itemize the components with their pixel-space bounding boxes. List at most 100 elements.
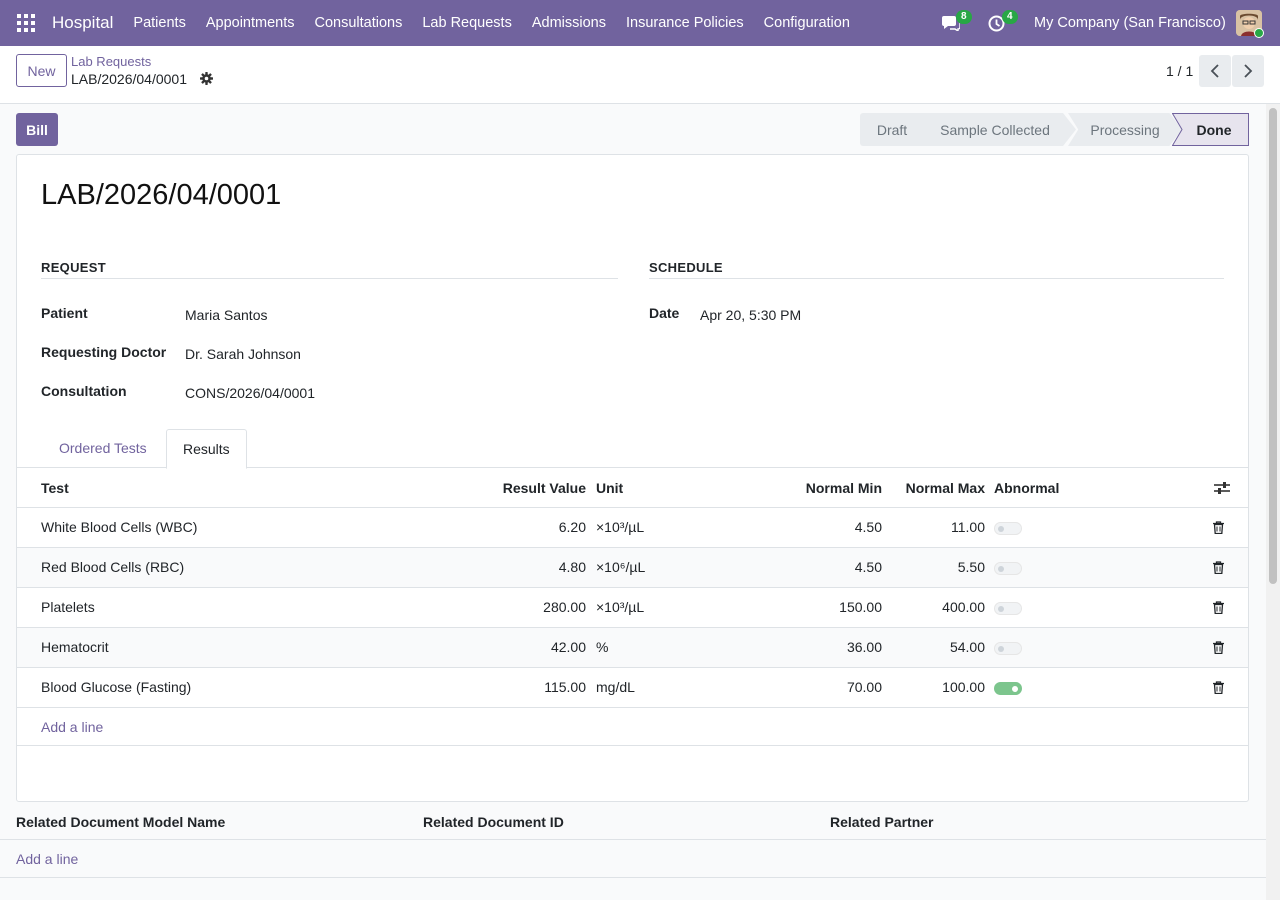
abnormal-toggle[interactable] (994, 522, 1022, 535)
add-result-line-link[interactable]: Add a line (41, 719, 104, 735)
optional-columns-icon[interactable] (1214, 481, 1230, 498)
column-unit[interactable]: Unit (596, 480, 624, 496)
trash-icon[interactable] (1213, 561, 1224, 577)
result-unit: mg/dL (596, 679, 635, 695)
stage-done[interactable]: Done (1196, 121, 1232, 138)
stage-sample-collected[interactable]: Sample Collected (914, 113, 1076, 146)
result-test-name: Red Blood Cells (RBC) (41, 559, 185, 575)
section-schedule-title: SCHEDULE (649, 260, 723, 275)
column-related-partner[interactable]: Related Partner (830, 814, 934, 830)
scrollbar-thumb[interactable] (1269, 108, 1277, 584)
trash-icon[interactable] (1213, 601, 1224, 617)
bill-button[interactable]: Bill (16, 113, 58, 146)
record-title: LAB/2026/04/0001 (41, 179, 282, 211)
breadcrumb-parent[interactable]: Lab Requests (71, 54, 152, 69)
tab-results[interactable]: Results (166, 429, 247, 469)
table-row[interactable]: Red Blood Cells (RBC) 4.80 ×10⁶/µL 4.50 5.50 (17, 547, 1248, 587)
messages-count-badge: 8 (956, 10, 972, 24)
messages-button[interactable]: 8 (942, 0, 972, 46)
clock-icon (988, 15, 1005, 31)
table-row[interactable]: Blood Glucose (Fasting) 115.00 mg/dL 70.00 1… (17, 667, 1248, 707)
result-normal-max: 5.50 (957, 559, 985, 575)
related-bottom-divider (0, 877, 1266, 878)
result-test-name: White Blood Cells (WBC) (41, 519, 198, 535)
add-related-line-link[interactable]: Add a line (16, 851, 79, 867)
new-button[interactable]: New (16, 54, 67, 87)
result-normal-min: 4.50 (854, 519, 882, 535)
menu-item-consultations[interactable]: Consultations (314, 15, 403, 31)
patient-field[interactable]: Maria Santos (185, 307, 268, 323)
pager-previous-button[interactable] (1199, 55, 1231, 87)
column-normal-max[interactable]: Normal Max (905, 480, 985, 496)
pager-next-button[interactable] (1232, 55, 1264, 87)
user-avatar[interactable] (1236, 10, 1262, 36)
doctor-field[interactable]: Dr. Sarah Johnson (185, 346, 301, 362)
menu-item-appointments[interactable]: Appointments (205, 15, 295, 31)
result-normal-max: 100.00 (942, 679, 985, 695)
stage-processing[interactable]: Processing (1068, 113, 1182, 146)
column-abnormal[interactable]: Abnormal (994, 480, 1060, 496)
column-related-model[interactable]: Related Document Model Name (16, 814, 226, 830)
gear-icon[interactable] (200, 72, 213, 88)
result-value: 115.00 (544, 679, 586, 695)
menu-item-insurance-policies[interactable]: Insurance Policies (625, 15, 744, 31)
abnormal-toggle[interactable] (994, 642, 1022, 655)
table-row[interactable]: White Blood Cells (WBC) 6.20 ×10³/µL 4.50 11… (17, 507, 1248, 547)
result-test-name: Hematocrit (41, 639, 109, 655)
section-request-divider (41, 278, 618, 279)
chevron-right-icon (1244, 64, 1253, 78)
result-normal-min: 36.00 (846, 639, 882, 655)
main-menu: Patients Appointments Consultations Lab … (123, 0, 859, 46)
activities-count-badge: 4 (1002, 10, 1018, 24)
menu-item-admissions[interactable]: Admissions (531, 15, 606, 31)
table-row[interactable]: Hematocrit 42.00% 36.00 54.00 (17, 627, 1248, 667)
activities-button[interactable]: 4 (988, 0, 1018, 46)
control-panel: New Lab Requests LAB/2026/04/0001 1 / 1 (0, 46, 1280, 104)
table-bottom-divider (17, 745, 1248, 746)
result-unit: ×10³/µL (596, 519, 645, 535)
tab-ordered-tests[interactable]: Ordered Tests (59, 440, 147, 456)
doctor-label: Requesting Doctor (41, 344, 167, 360)
company-switcher[interactable]: My Company (San Francisco) (1034, 15, 1226, 31)
date-field[interactable]: Apr 20, 5:30 PM (700, 307, 802, 323)
section-request-title: REQUEST (41, 260, 106, 275)
trash-icon[interactable] (1213, 521, 1224, 537)
result-unit: ×10⁶/µL (596, 559, 646, 575)
result-normal-max: 54.00 (949, 639, 985, 655)
consultation-field[interactable]: CONS/2026/04/0001 (185, 385, 315, 401)
pager-value[interactable]: 1 / 1 (1166, 63, 1194, 79)
result-value: 42.00 (550, 639, 586, 655)
menu-item-lab-requests[interactable]: Lab Requests (422, 15, 512, 31)
related-documents-table: Related Document Model Name Related Docu… (0, 802, 1266, 900)
column-normal-min[interactable]: Normal Min (805, 480, 882, 496)
breadcrumb-current: LAB/2026/04/0001 (71, 71, 187, 87)
stage-done-background (1172, 113, 1249, 146)
menu-item-patients[interactable]: Patients (133, 15, 186, 31)
column-result-value[interactable]: Result Value (502, 480, 586, 496)
result-value: 4.80 (558, 559, 586, 575)
result-normal-min: 150.00 (839, 599, 882, 615)
column-test[interactable]: Test (41, 480, 69, 496)
result-unit: ×10³/µL (596, 599, 645, 615)
result-normal-max: 11.00 (951, 519, 985, 535)
column-related-document-id[interactable]: Related Document ID (423, 814, 564, 830)
page-scrollbar[interactable] (1266, 104, 1280, 900)
abnormal-toggle[interactable] (994, 602, 1022, 615)
result-value: 6.20 (558, 519, 586, 535)
stage-draft[interactable]: Draft (860, 113, 924, 146)
abnormal-toggle[interactable] (994, 562, 1022, 575)
menu-item-configuration[interactable]: Configuration (763, 15, 850, 31)
consultation-label: Consultation (41, 383, 127, 399)
abnormal-toggle[interactable] (994, 682, 1022, 695)
result-test-name: Platelets (41, 599, 95, 615)
result-test-name: Blood Glucose (Fasting) (41, 679, 192, 695)
table-row[interactable]: Platelets 280.00 ×10³/µL 150.00 400.00 (17, 587, 1248, 627)
apps-menu-icon[interactable] (0, 0, 52, 46)
app-brand[interactable]: Hospital (52, 13, 114, 32)
online-status-dot (1254, 28, 1264, 38)
result-normal-min: 4.50 (854, 559, 882, 575)
top-navbar: Hospital Patients Appointments Consultat… (0, 0, 1280, 46)
related-header-divider (0, 839, 1266, 840)
trash-icon[interactable] (1213, 641, 1224, 657)
trash-icon[interactable] (1213, 681, 1224, 697)
